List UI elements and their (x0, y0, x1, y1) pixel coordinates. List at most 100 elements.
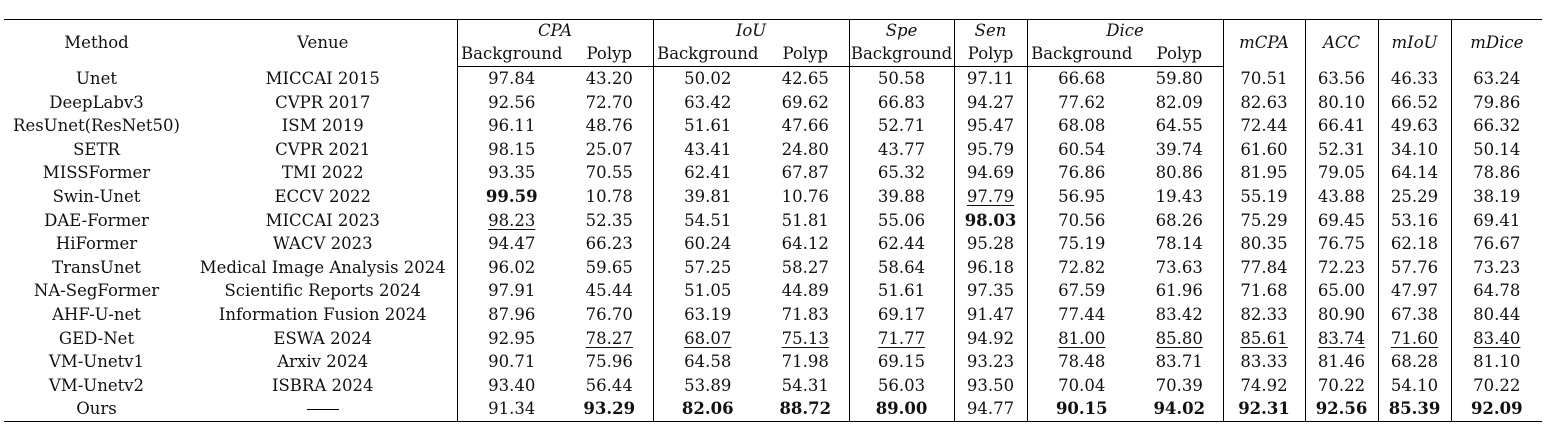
header-acc: ACC (1304, 19, 1379, 67)
value-cell: 47.97 (1377, 279, 1452, 303)
value-cell: 50.02 (652, 66, 763, 91)
value-cell: 78.48 (1026, 350, 1137, 374)
value-cell: 94.47 (456, 232, 566, 256)
subheader-dice-polyp: Polyp (1136, 42, 1224, 67)
method-cell: NA-SegFormer (33, 281, 160, 301)
venue-cell: TMI 2022 (281, 163, 364, 183)
value-cell: 75.29 (1222, 208, 1306, 233)
value-cell: 90.71 (456, 350, 566, 374)
venue-cell: CVPR 2017 (275, 92, 371, 112)
value-cell: 98.03 (953, 208, 1028, 233)
value-cell: 83.40 (1450, 326, 1543, 351)
venue-cell: Arxiv 2024 (277, 352, 369, 372)
value-cell: 70.56 (1026, 208, 1137, 233)
value-cell: 67.59 (1026, 279, 1137, 303)
value-cell: 50.14 (1450, 137, 1543, 162)
value-cell: 68.26 (1155, 210, 1203, 230)
dash-placeholder (306, 409, 339, 411)
value-cell: 69.17 (848, 302, 955, 327)
value-cell: 51.05 (652, 279, 763, 303)
value-cell: 59.65 (585, 257, 633, 277)
value-cell: 82.09 (1155, 92, 1203, 112)
value-cell: 77.44 (1026, 302, 1137, 327)
header-miou: mIoU (1377, 19, 1452, 67)
value-cell: 96.18 (953, 255, 1028, 280)
value-cell: 78.27 (585, 328, 633, 348)
value-cell: 60.54 (1026, 137, 1137, 162)
value-cell: 63.42 (652, 90, 763, 115)
value-cell: 55.19 (1222, 184, 1306, 209)
value-cell: 43.20 (585, 69, 633, 88)
value-cell: 97.11 (953, 66, 1028, 91)
method-cell: DeepLabv3 (49, 92, 144, 112)
method-cell: TransUnet (52, 257, 141, 277)
value-cell: 25.07 (585, 139, 633, 159)
value-cell: 43.88 (1304, 184, 1379, 209)
value-cell: 71.83 (781, 304, 829, 324)
value-cell: 91.34 (456, 397, 566, 422)
subheader-cpa-polyp: Polyp (566, 42, 654, 67)
venue-cell: Medical Image Analysis 2024 (199, 257, 446, 277)
value-cell: 62.18 (1377, 232, 1452, 256)
value-cell: 66.52 (1377, 90, 1452, 115)
value-cell: 76.70 (585, 304, 633, 324)
header-iou: IoU (652, 19, 850, 42)
value-cell: 82.63 (1222, 90, 1306, 115)
value-cell: 56.95 (1026, 184, 1137, 209)
method-cell: VM-Unetv2 (48, 375, 145, 395)
table-row: Unet MICCAI 2015 97.84 43.20 50.02 42.65 50.58… (4, 66, 1543, 91)
value-cell: 66.32 (1450, 114, 1543, 138)
value-cell: 67.38 (1377, 302, 1452, 327)
value-cell: 60.24 (652, 232, 763, 256)
value-cell: 83.33 (1222, 350, 1306, 374)
value-cell: 80.86 (1155, 163, 1203, 183)
value-cell: 66.83 (848, 90, 955, 115)
value-cell: 81.00 (1026, 326, 1137, 351)
value-cell: 91.47 (953, 302, 1028, 327)
value-cell: 63.24 (1450, 66, 1543, 91)
value-cell: 83.71 (1155, 352, 1203, 372)
value-cell: 43.41 (652, 137, 763, 162)
value-cell: 39.88 (848, 184, 955, 209)
value-cell: 95.79 (953, 137, 1028, 162)
value-cell: 98.23 (456, 208, 566, 233)
table-row: HiFormer WACV 2023 94.47 66.23 60.24 64.12 62.… (4, 232, 1543, 256)
value-cell: 80.44 (1450, 302, 1543, 327)
value-cell: 54.51 (652, 208, 763, 233)
value-cell: 70.22 (1450, 373, 1543, 398)
value-cell: 65.32 (848, 161, 955, 185)
value-cell: 82.06 (652, 397, 763, 422)
value-cell: 57.76 (1377, 255, 1452, 280)
value-cell: 39.81 (652, 184, 763, 209)
value-cell: 71.98 (781, 352, 829, 372)
table-row: MISSFormer TMI 2022 93.35 70.55 62.41 67.87 65… (4, 161, 1543, 185)
value-cell: 80.35 (1222, 232, 1306, 256)
value-cell: 45.44 (585, 281, 633, 301)
value-cell: 70.51 (1222, 66, 1306, 91)
value-cell: 47.66 (781, 116, 829, 136)
subheader-spe-background: Background (848, 42, 955, 67)
value-cell: 97.84 (456, 66, 566, 91)
value-cell: 94.77 (953, 397, 1028, 422)
value-cell: 69.45 (1304, 208, 1379, 233)
value-cell: 64.78 (1450, 279, 1543, 303)
table-row: SETR CVPR 2021 98.15 25.07 43.41 24.80 43.77 95… (4, 137, 1543, 162)
method-cell: Unet (76, 68, 117, 88)
value-cell: 93.40 (456, 373, 566, 398)
method-cell: VM-Unetv1 (48, 352, 145, 372)
value-cell: 74.92 (1222, 373, 1306, 398)
value-cell: 63.19 (652, 302, 763, 327)
value-cell: 34.10 (1377, 137, 1452, 162)
venue-cell (189, 397, 457, 422)
value-cell: 72.44 (1222, 114, 1306, 138)
value-cell: 52.31 (1304, 137, 1379, 162)
value-cell: 75.19 (1026, 232, 1137, 256)
method-cell: SETR (73, 139, 120, 159)
value-cell: 55.06 (848, 208, 955, 233)
value-cell: 85.61 (1222, 326, 1306, 351)
subheader-iou-polyp: Polyp (762, 42, 850, 67)
value-cell: 77.84 (1222, 255, 1306, 280)
value-cell: 71.60 (1377, 326, 1452, 351)
value-cell: 92.56 (1304, 397, 1379, 422)
value-cell: 38.19 (1450, 184, 1543, 209)
